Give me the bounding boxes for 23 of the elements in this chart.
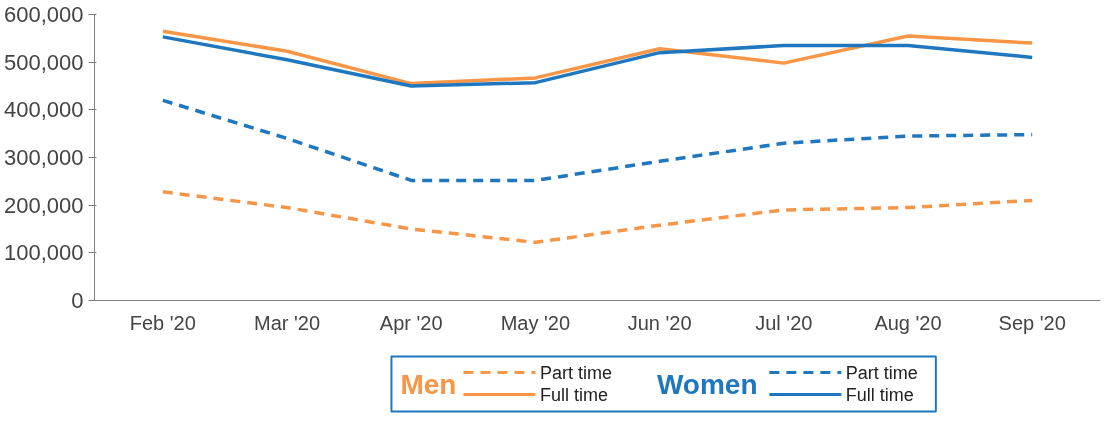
y-tick-label: 100,000	[3, 240, 84, 266]
text: Men	[400, 369, 457, 400]
legend-label: Full time	[539, 384, 608, 405]
x-tick-label: Mar '20	[253, 311, 321, 334]
x-tick-label: Jul '20	[755, 311, 813, 334]
y-tick-label: 200,000	[3, 192, 84, 218]
x-tick-label: Sep '20	[998, 311, 1066, 334]
y-tick-label: 300,000	[3, 145, 84, 170]
line-series	[161, 98, 1034, 183]
legend-label: Full time	[845, 384, 914, 405]
y-tick-label: 500,000	[3, 49, 84, 75]
text: Women	[656, 369, 758, 400]
y-tick-label: 400,000	[3, 97, 84, 123]
legend-label: Part time	[845, 362, 918, 383]
x-tick-label: May '20	[500, 311, 571, 334]
line-series	[161, 190, 1034, 245]
x-tick-label: Apr '20	[379, 311, 443, 334]
y-tick-label: 0	[71, 288, 84, 313]
x-tick-label: Feb '20	[129, 311, 196, 334]
legend-label: Part time	[539, 362, 612, 383]
y-tick-label: 600,000	[3, 2, 84, 27]
x-tick-label: Jun '20	[627, 311, 692, 334]
x-tick-label: Aug '20	[874, 311, 942, 334]
